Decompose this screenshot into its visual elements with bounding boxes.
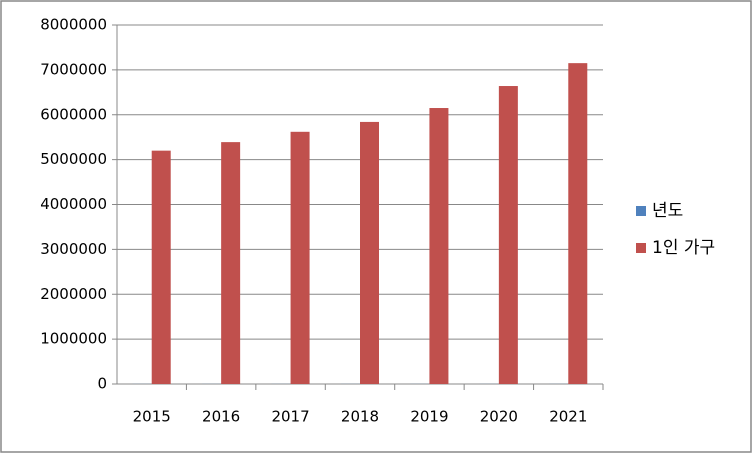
- y-tick-label: 8000000: [40, 16, 107, 34]
- x-tick-label: 2021: [549, 408, 587, 426]
- y-tick-label: 4000000: [40, 195, 107, 213]
- y-tick-label: 3000000: [40, 240, 107, 258]
- x-tick-label: 2016: [202, 408, 240, 426]
- y-tick-label: 2000000: [40, 285, 107, 303]
- y-tick-label: 6000000: [40, 105, 107, 123]
- bar: [360, 122, 379, 384]
- y-tick-label: 5000000: [40, 150, 107, 168]
- legend-label: 년도: [652, 201, 683, 221]
- bar: [429, 108, 448, 384]
- x-tick-label: 2018: [341, 408, 379, 426]
- legend-label: 1인 가구: [652, 238, 715, 258]
- bar: [499, 86, 518, 384]
- x-tick-label: 2019: [410, 408, 448, 426]
- bar: [568, 63, 587, 384]
- x-tick-label: 2015: [133, 408, 171, 426]
- bar: [221, 142, 240, 384]
- bar: [152, 151, 171, 384]
- x-tick-label: 2017: [271, 408, 309, 426]
- y-tick-label: 0: [97, 375, 107, 393]
- legend-swatch: [636, 243, 646, 253]
- bar: [291, 132, 310, 384]
- y-tick-label: 1000000: [40, 330, 107, 348]
- x-tick-label: 2020: [480, 408, 518, 426]
- legend-swatch: [636, 206, 646, 216]
- y-tick-label: 7000000: [40, 60, 107, 78]
